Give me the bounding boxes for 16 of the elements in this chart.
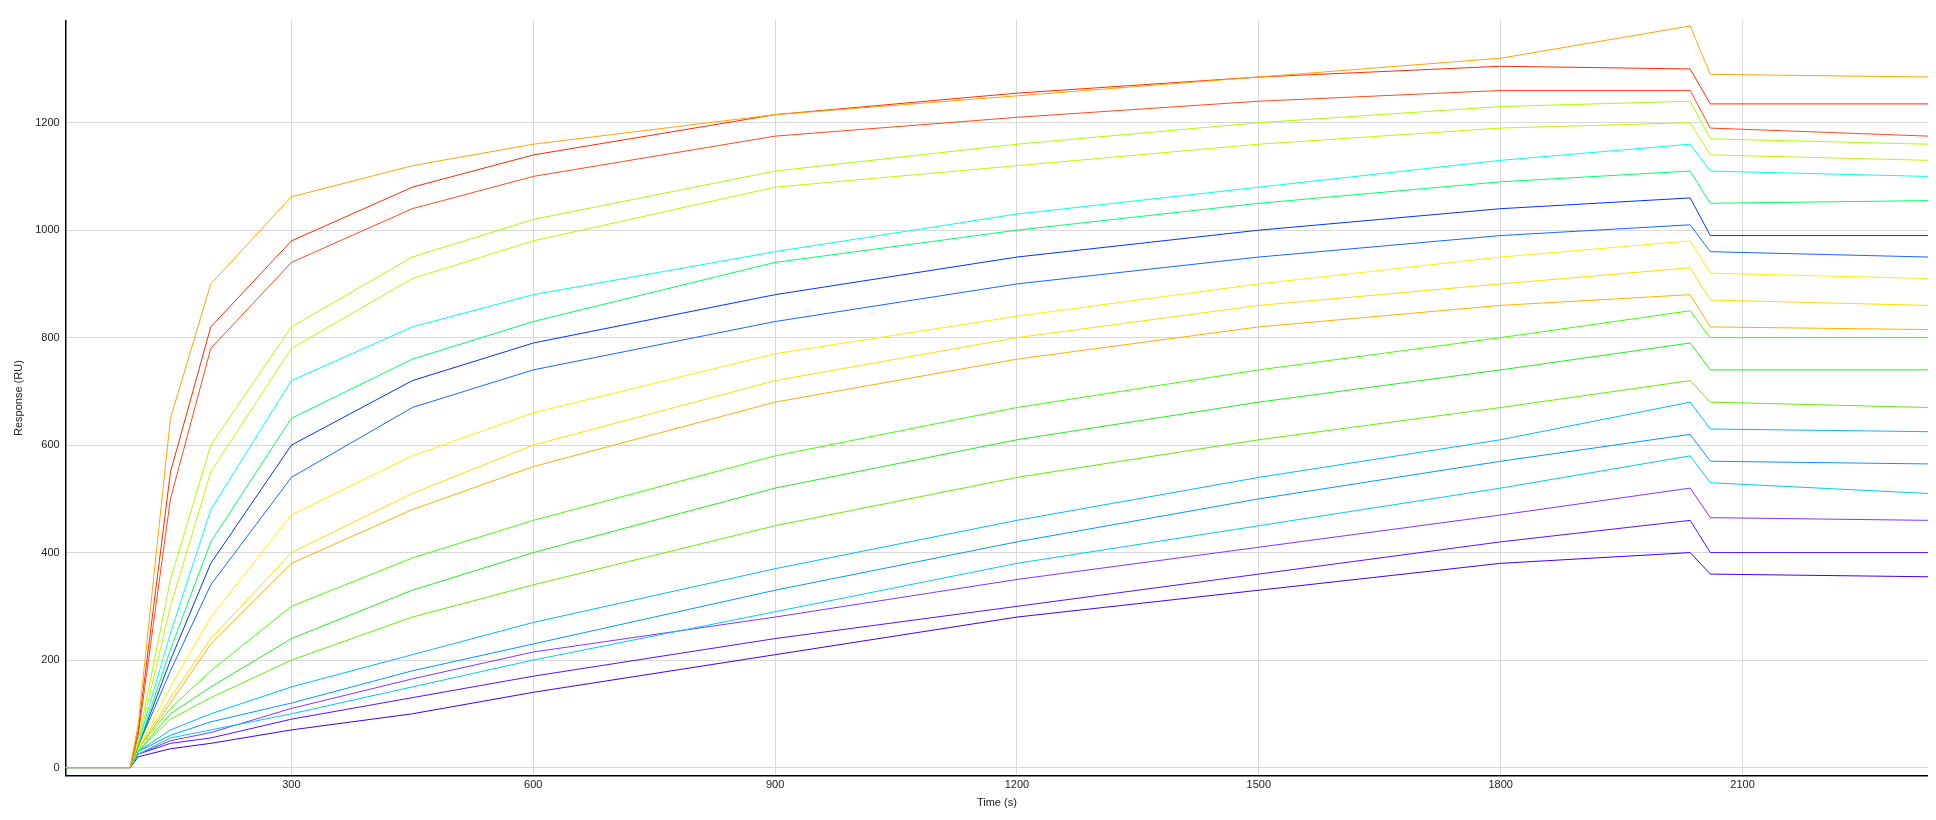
y-axis-title: Response (RU) [11,360,24,437]
y-tick-label: 200 [41,653,60,666]
x-tick-label: 1800 [1488,778,1513,791]
y-tick-label: 600 [41,438,60,451]
x-tick-label: 300 [282,778,301,791]
y-tick-label: 400 [41,545,60,558]
y-tick-label: 0 [53,760,60,773]
x-tick-label: 1500 [1246,778,1272,791]
x-tick-label: 600 [524,778,543,791]
x-tick-label: 1200 [1004,778,1030,791]
y-tick-label: 1200 [35,115,60,128]
y-tick-label: 800 [41,330,60,343]
x-axis-title: Time (s) [976,796,1017,809]
y-tick-label: 1000 [35,223,60,236]
x-tick-label: 900 [765,778,785,791]
x-tick-label: 2100 [1730,778,1755,791]
